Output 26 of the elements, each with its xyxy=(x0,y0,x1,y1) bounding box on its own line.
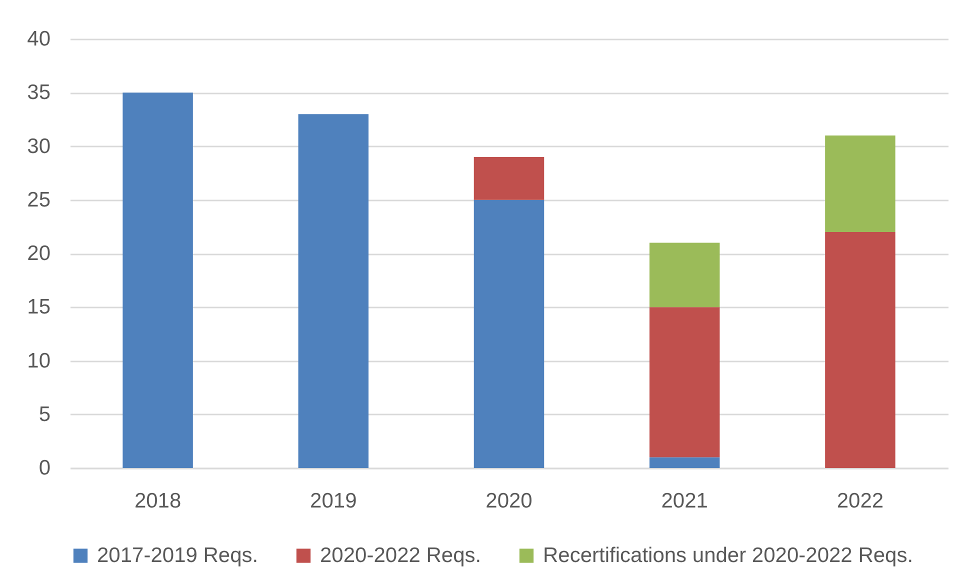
bar xyxy=(649,242,720,308)
y-tick-label: 10 xyxy=(27,349,50,372)
y-tick-label: 30 xyxy=(27,134,50,158)
y-tick-label: 5 xyxy=(38,402,50,426)
x-tick-label: 2020 xyxy=(486,490,532,512)
bar xyxy=(474,200,544,468)
y-tick-label: 0 xyxy=(38,456,50,480)
bar xyxy=(825,136,896,232)
y-tick-label: 40 xyxy=(27,28,50,50)
bar xyxy=(298,114,369,468)
bar xyxy=(649,307,720,458)
legend-label: Recertifications under 2020-2022 Reqs. xyxy=(543,544,914,567)
x-tick-label: 2018 xyxy=(134,490,182,512)
y-tick-label: 15 xyxy=(27,296,50,319)
y-tick-label: 25 xyxy=(27,188,50,212)
bar xyxy=(474,156,544,200)
x-tick-label: 2021 xyxy=(661,490,708,512)
y-tick-label: 20 xyxy=(27,242,50,265)
legend-label: 2017-2019 Reqs. xyxy=(97,544,258,567)
bar xyxy=(122,92,193,468)
bar xyxy=(649,457,720,468)
x-tick-label: 2022 xyxy=(836,490,884,512)
x-tick-label: 2019 xyxy=(310,490,357,512)
y-tick-label: 35 xyxy=(27,81,50,104)
bar xyxy=(825,232,896,468)
legend-label: 2020-2022 Reqs. xyxy=(320,544,482,567)
